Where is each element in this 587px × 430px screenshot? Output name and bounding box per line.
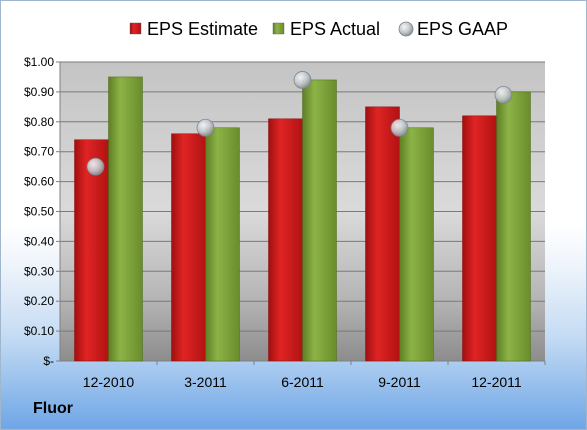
legend-eps-estimate-label: EPS Estimate: [147, 19, 258, 39]
legend-eps-actual-label: EPS Actual: [290, 19, 380, 39]
marker-eps-gaap: [86, 157, 105, 176]
bar-eps-actual: [496, 91, 531, 362]
y-tick-label: $0.10: [24, 324, 54, 338]
marker-eps-gaap: [293, 71, 312, 89]
marker-eps-gaap: [494, 85, 513, 104]
y-tick-label: $1.00: [24, 55, 54, 69]
x-category-label: 12-2011: [471, 374, 522, 390]
x-category-label: 9-2011: [378, 374, 421, 390]
y-tick-label: $0.20: [24, 294, 54, 308]
company-name: Fluor: [33, 400, 73, 417]
marker-eps-gaap: [390, 118, 409, 137]
bar-eps-actual: [205, 127, 240, 362]
bar-eps-estimate: [268, 118, 303, 362]
x-category-label: 3-2011: [184, 374, 227, 390]
bar-eps-estimate: [365, 106, 400, 362]
y-tick-label: $-: [43, 354, 54, 368]
y-tick-label: $0.30: [24, 264, 54, 278]
bar-eps-actual: [399, 127, 434, 362]
marker-eps-gaap: [196, 118, 215, 137]
y-tick-label: $0.80: [24, 115, 54, 129]
y-tick-label: $0.40: [24, 234, 54, 248]
y-tick-label: $0.70: [24, 145, 54, 159]
x-category-label: 12-2010: [83, 374, 135, 390]
bar-eps-estimate: [171, 133, 206, 362]
bar-eps-estimate: [462, 115, 497, 362]
y-tick-label: $0.60: [24, 175, 54, 189]
legend-eps-gaap-label: EPS GAAP: [417, 19, 508, 39]
bar-eps-actual: [302, 79, 337, 362]
y-tick-label: $0.50: [24, 205, 54, 219]
legend-eps-gaap-swatch: [398, 21, 414, 37]
y-tick-label: $0.90: [24, 85, 54, 99]
bar-eps-actual: [108, 76, 143, 362]
legend-eps-estimate-swatch: [129, 22, 142, 35]
x-category-label: 6-2011: [281, 374, 324, 390]
legend-eps-actual-swatch: [272, 22, 285, 35]
